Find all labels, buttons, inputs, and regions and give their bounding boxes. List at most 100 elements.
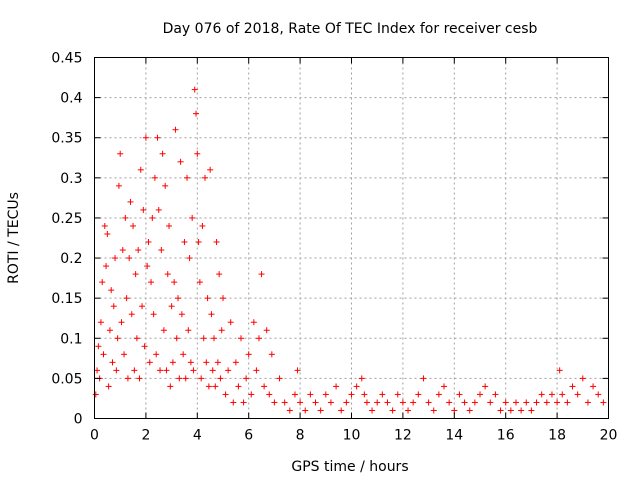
data-point — [518, 407, 525, 414]
data-point — [600, 399, 607, 406]
data-point — [168, 303, 175, 310]
data-point — [150, 311, 157, 318]
x-tick-label: 2 — [141, 428, 150, 444]
data-point — [189, 214, 196, 221]
data-point — [132, 271, 139, 278]
data-point — [482, 383, 489, 390]
data-point — [322, 391, 329, 398]
data-point — [302, 407, 309, 414]
x-tick-label: 0 — [90, 428, 99, 444]
data-point — [185, 327, 192, 334]
data-point — [405, 407, 412, 414]
data-point — [121, 351, 128, 358]
data-point — [117, 150, 124, 157]
data-point — [137, 166, 144, 173]
data-point — [99, 279, 106, 286]
data-point — [105, 383, 112, 390]
data-point — [456, 391, 463, 398]
data-point — [108, 287, 115, 294]
data-point — [173, 335, 180, 342]
axis-ticks — [94, 57, 609, 419]
data-point — [157, 367, 164, 374]
data-point — [369, 407, 376, 414]
data-point — [186, 255, 193, 262]
data-point — [140, 206, 147, 213]
data-point — [119, 247, 126, 254]
data-point — [141, 343, 148, 350]
y-tick-label: 0.3 — [60, 171, 82, 187]
data-point — [548, 391, 555, 398]
data-point — [171, 279, 178, 286]
data-point — [211, 335, 218, 342]
data-point — [268, 351, 275, 358]
data-point — [207, 166, 214, 173]
data-point — [194, 150, 201, 157]
data-point — [164, 271, 171, 278]
data-point — [222, 391, 229, 398]
data-point — [94, 367, 101, 374]
data-point — [103, 263, 110, 270]
data-point — [266, 391, 273, 398]
x-tick-label: 18 — [548, 428, 566, 444]
x-tick-label: 10 — [343, 428, 361, 444]
data-point — [176, 375, 183, 382]
data-point — [101, 222, 108, 229]
data-point — [180, 351, 187, 358]
data-point — [420, 375, 427, 382]
data-point — [579, 375, 586, 382]
data-point — [148, 279, 155, 286]
data-point — [182, 375, 189, 382]
data-point — [220, 295, 226, 302]
data-point — [584, 399, 591, 406]
data-point — [203, 359, 210, 366]
data-point — [297, 399, 304, 406]
data-point — [115, 182, 122, 189]
data-point — [128, 311, 135, 318]
data-point — [227, 319, 234, 326]
data-point — [250, 319, 257, 326]
data-point — [348, 391, 355, 398]
data-point — [100, 351, 107, 358]
data-point — [92, 391, 99, 398]
data-point — [204, 295, 211, 302]
data-point — [166, 222, 173, 229]
data-point — [160, 327, 167, 334]
data-point — [374, 399, 381, 406]
data-point — [133, 335, 140, 342]
data-point — [294, 367, 301, 374]
data-point — [184, 174, 191, 181]
data-point — [144, 263, 151, 270]
data-point — [435, 391, 442, 398]
data-point — [248, 391, 255, 398]
data-point — [538, 391, 545, 398]
data-point — [389, 407, 396, 414]
data-point — [261, 383, 268, 390]
data-point — [175, 295, 182, 302]
data-point — [410, 399, 417, 406]
data-point — [131, 367, 138, 374]
data-point — [358, 375, 365, 382]
data-point — [122, 214, 129, 221]
data-point — [379, 391, 386, 398]
data-point — [191, 86, 198, 93]
x-tick-label: 16 — [497, 428, 515, 444]
x-axis-label: GPS time / hours — [291, 459, 408, 475]
data-point — [114, 335, 121, 342]
data-point — [554, 399, 561, 406]
data-point — [195, 239, 202, 246]
data-point — [213, 239, 220, 246]
data-point — [271, 399, 278, 406]
data-point — [135, 247, 142, 254]
data-point — [153, 351, 160, 358]
data-point — [237, 335, 244, 342]
data-point — [291, 391, 298, 398]
grid-lines — [94, 57, 609, 419]
data-point — [178, 311, 185, 318]
data-point — [394, 391, 401, 398]
data-point — [162, 182, 169, 189]
data-point — [253, 367, 260, 374]
data-point — [155, 206, 162, 213]
data-point — [154, 134, 161, 141]
data-point — [159, 150, 166, 157]
